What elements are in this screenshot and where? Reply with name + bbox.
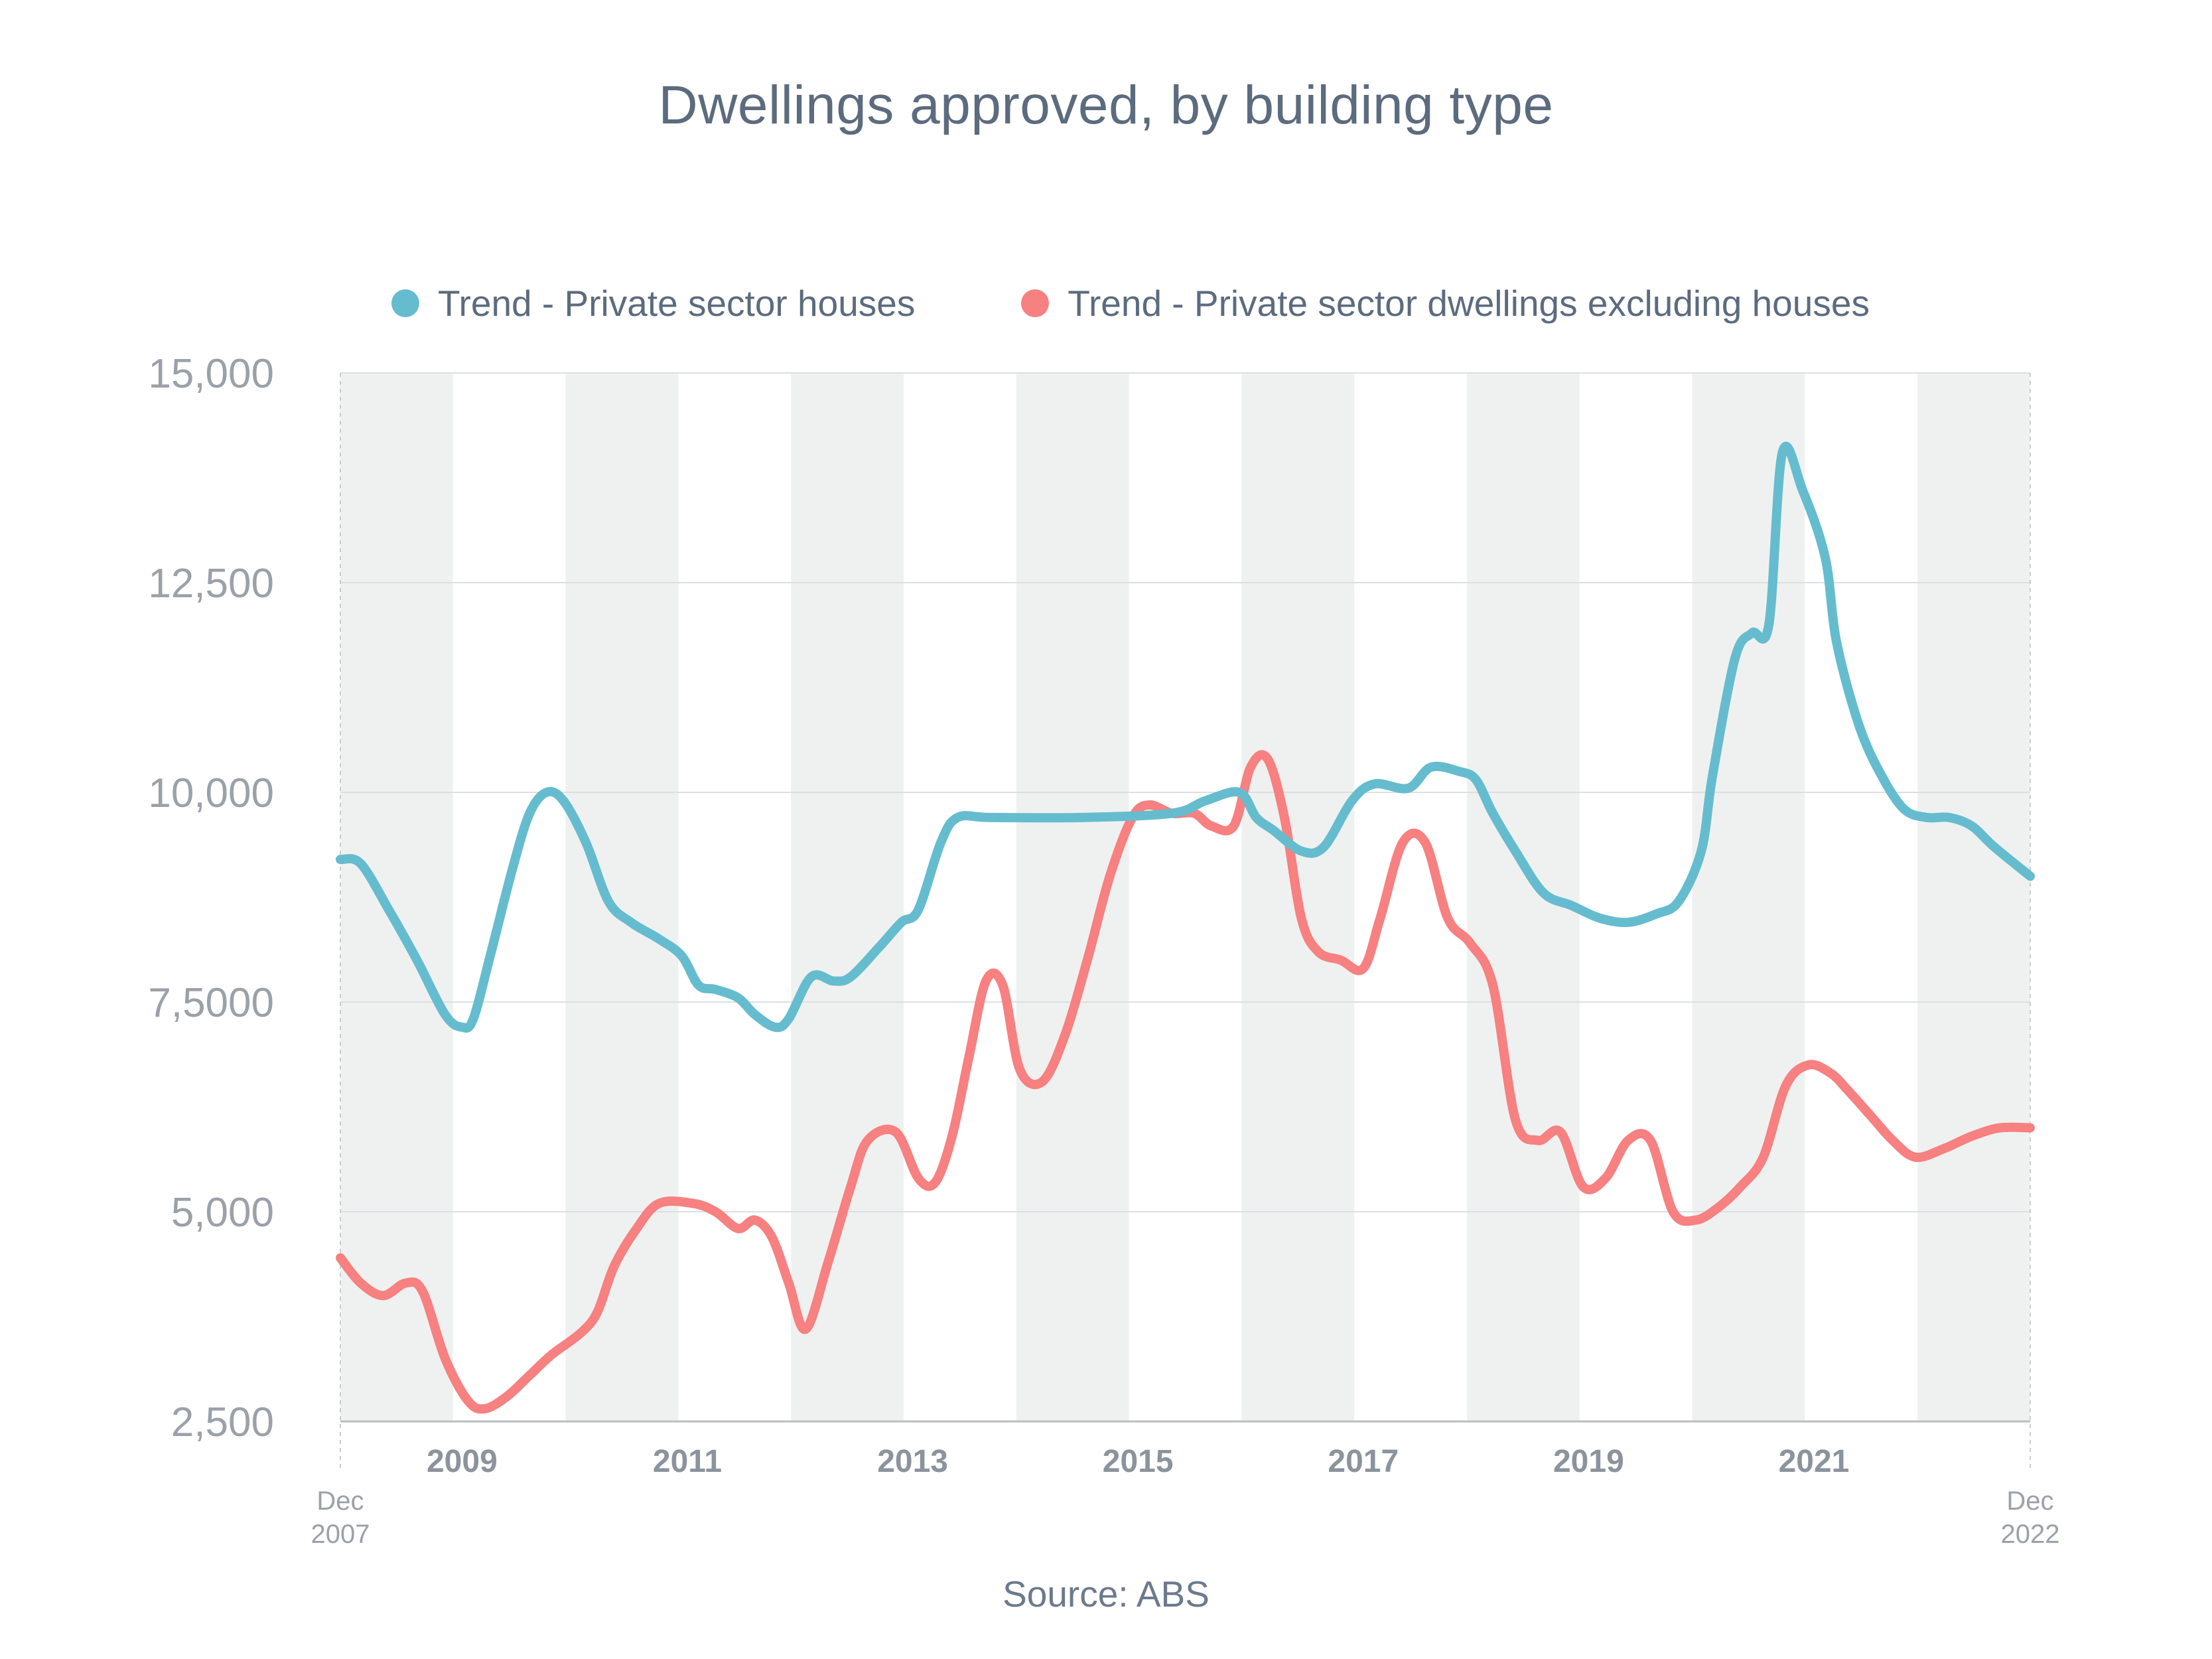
legend-marker-houses — [391, 289, 419, 317]
x-tick-label: 2015 — [1103, 1444, 1174, 1479]
y-tick-label: 7,5000 — [148, 980, 274, 1026]
year-band — [1467, 373, 1580, 1421]
x-tick-label: 2021 — [1779, 1444, 1850, 1479]
year-band — [791, 373, 904, 1421]
legend-item-houses[interactable]: Trend - Private sector houses — [391, 282, 915, 325]
y-tick-label: 10,000 — [148, 770, 274, 816]
year-band — [565, 373, 679, 1421]
legend-label-dwellings: Trend - Private sector dwellings excludi… — [1068, 283, 1870, 324]
x-endpoint-label: Dec — [316, 1486, 364, 1516]
y-tick-label: 2,500 — [171, 1400, 274, 1445]
x-tick-label: 2013 — [877, 1444, 948, 1479]
x-tick-label: 2011 — [653, 1444, 722, 1479]
legend: Trend - Private sector houses Trend - Pr… — [391, 282, 1870, 325]
x-endpoint-label: 2007 — [311, 1520, 370, 1549]
series-line-houses — [336, 441, 2035, 1033]
year-band — [1917, 373, 2030, 1421]
legend-item-dwellings[interactable]: Trend - Private sector dwellings excludi… — [1021, 282, 1870, 325]
y-tick-label: 5,000 — [171, 1190, 274, 1236]
year-band — [1692, 373, 1805, 1421]
y-tick-label: 15,000 — [148, 351, 274, 397]
chart-title: Dwellings approved, by building type — [658, 75, 1554, 135]
legend-label-houses: Trend - Private sector houses — [438, 283, 916, 324]
x-tick-label: 2019 — [1553, 1444, 1624, 1479]
year-band — [1016, 373, 1129, 1421]
series-line-dwellings — [336, 750, 2035, 1414]
x-tick-label: 2009 — [427, 1444, 498, 1479]
source-note: Source: ABS — [1002, 1573, 1210, 1615]
year-band — [340, 373, 453, 1421]
x-endpoint-label: 2022 — [2001, 1520, 2060, 1549]
legend-marker-dwellings — [1021, 289, 1050, 317]
y-tick-label: 12,500 — [148, 561, 274, 607]
x-endpoint-label: Dec — [2006, 1486, 2053, 1516]
x-tick-label: 2017 — [1328, 1444, 1399, 1479]
